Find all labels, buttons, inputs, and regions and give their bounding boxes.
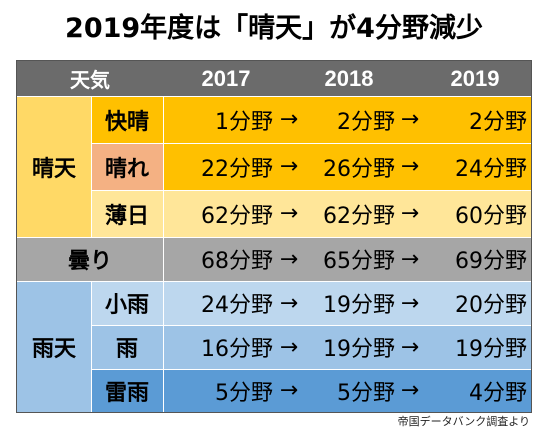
value-kumori-2018: 65分野 [323,249,395,274]
header-year-2019: 2019 [419,61,531,96]
arrow-icon: → [400,246,420,272]
group-rainy: 雨天 [17,281,91,412]
arrow-icon: → [400,107,420,132]
row-label-ame: 雨 [91,325,163,369]
value-raiu-2019: 4分野 [469,380,527,406]
value-kosame-2018: 19分野 [323,293,395,318]
divider [91,96,92,237]
row-bg-hare [163,143,531,190]
row-bg-raiu [163,369,531,412]
group-cloudy: 曇り [67,249,112,274]
divider [91,325,531,326]
page-title: 2019年度は「晴天」が4分野減少 [65,13,483,44]
arrow-icon: → [400,334,420,360]
divider [17,96,531,97]
weather-table: 天気 2017 2018 2019 晴天 快晴 1分野 → 2分野 → 2分野 … [16,60,532,413]
value-kumori-2017: 68分野 [201,249,273,274]
header-year-2018: 2018 [299,61,399,96]
row-bg-kosame [163,281,531,325]
row-label-kaisei: 快晴 [91,96,163,143]
row-bg-ame [163,325,531,369]
value-usubi-2019: 60分野 [455,203,527,229]
row-label-usubi: 薄日 [91,190,163,237]
value-hare-2019: 24分野 [455,156,527,182]
header-weather: 天気 [17,61,163,96]
value-ame-2017: 16分野 [201,337,273,362]
arrow-icon: → [279,334,299,360]
value-kaisei-2019: 2分野 [469,109,527,135]
arrow-icon: → [400,290,420,316]
arrow-icon: → [279,201,299,226]
value-kumori-2019: 69分野 [455,249,527,274]
row-label-raiu: 雷雨 [91,369,163,412]
arrow-icon: → [400,154,420,179]
value-usubi-2017: 62分野 [201,203,273,229]
row-label-kosame: 小雨 [91,281,163,325]
divider [91,190,531,191]
header-spacer [279,61,299,96]
value-ame-2018: 19分野 [323,337,395,362]
row-bg-kaisei [163,96,531,143]
divider [91,369,531,370]
value-kosame-2019: 20分野 [455,293,527,318]
group-sunny: 晴天 [17,96,91,237]
source-note: 帝国データバンク調査より [397,415,530,428]
divider [17,281,531,282]
value-ame-2019: 19分野 [455,337,527,362]
header-spacer [399,61,419,96]
arrow-icon: → [279,246,299,272]
value-kaisei-2017: 1分野 [215,109,273,135]
row-label-hare: 晴れ [91,143,163,190]
arrow-icon: → [279,378,299,403]
divider [17,237,531,238]
row-bg-kumori [17,237,531,281]
value-hare-2018: 26分野 [323,156,395,182]
arrow-icon: → [400,378,420,403]
row-bg-usubi [163,190,531,237]
divider [91,143,531,144]
value-hare-2017: 22分野 [201,156,273,182]
value-usubi-2018: 62分野 [323,203,395,229]
divider [91,281,92,412]
value-kaisei-2018: 2分野 [337,109,395,135]
value-raiu-2017: 5分野 [215,380,273,406]
divider [163,96,164,412]
arrow-icon: → [400,201,420,226]
value-kosame-2017: 24分野 [201,293,273,318]
arrow-icon: → [279,154,299,179]
arrow-icon: → [279,290,299,316]
value-raiu-2018: 5分野 [337,380,395,406]
header-year-2017: 2017 [163,61,279,96]
arrow-icon: → [279,107,299,132]
